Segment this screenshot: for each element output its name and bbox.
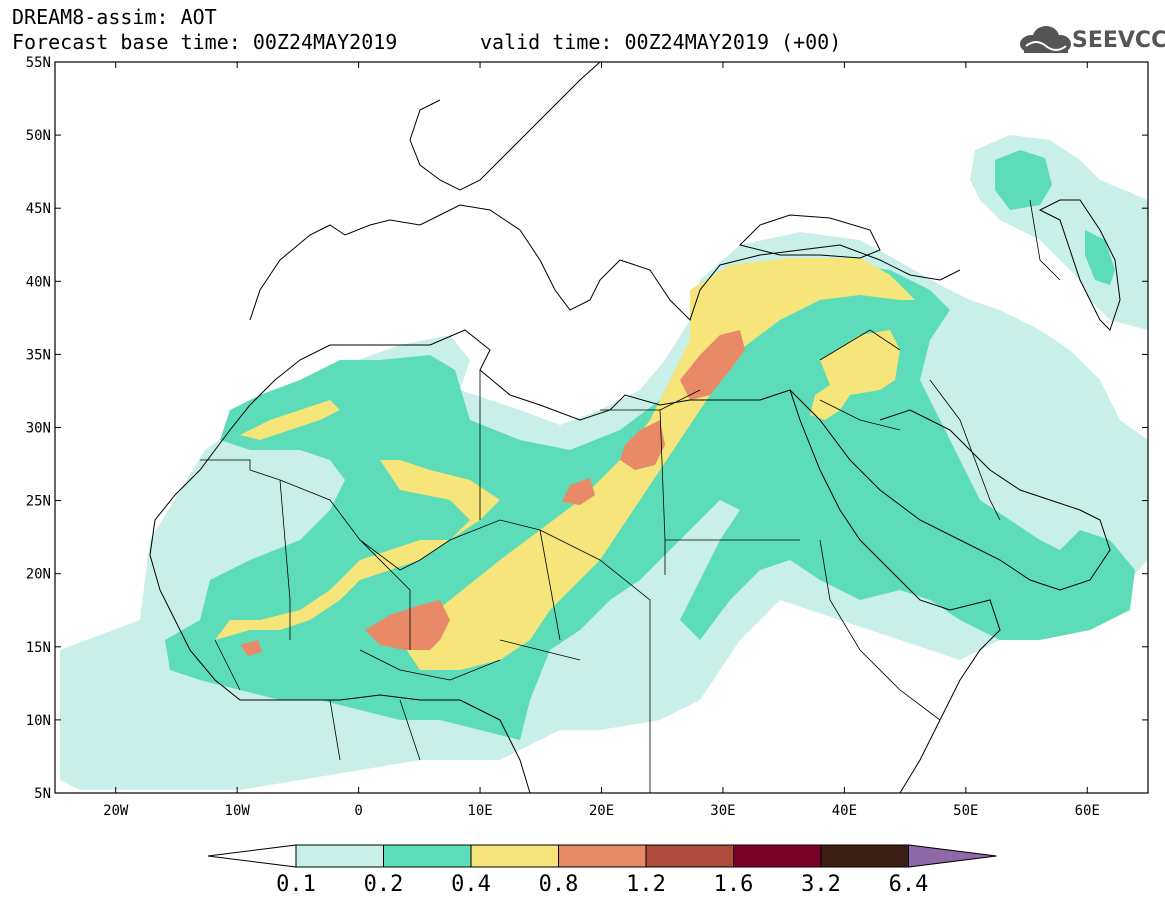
lat-label: 15N [26, 640, 51, 656]
lon-label: 20W [103, 803, 129, 819]
aot-band-0.8 [680, 330, 745, 400]
lat-label: 30N [26, 421, 51, 437]
colorbar-swatch [820, 844, 909, 868]
europe-coast [249, 62, 961, 321]
lon-label: 20E [589, 803, 614, 819]
lon-label: 30E [710, 803, 735, 819]
lat-label: 5N [34, 786, 51, 802]
aot-band-0.4 [215, 258, 915, 670]
logo-text: SEEVCCC [1072, 28, 1165, 53]
aot-band-0.2-ne [995, 150, 1052, 210]
lon-label: 0 [354, 803, 362, 819]
arabia-coast [789, 389, 1111, 591]
colorbar-label: 0.1 [276, 872, 316, 897]
forecast-base-time: Forecast base time: 00Z24MAY2019 [12, 30, 398, 54]
lat-label: 55N [26, 55, 51, 71]
colorbar-swatch [558, 844, 647, 868]
caspian-coast [1038, 199, 1121, 331]
lon-label: 10W [225, 803, 251, 819]
aot-band-0.2-ne2 [1085, 230, 1115, 285]
lat-label: 35N [26, 347, 51, 363]
lat-label: 50N [26, 128, 51, 144]
country-borders [200, 199, 1061, 793]
colorbar-label: 1.6 [714, 872, 754, 897]
lat-label: 45N [26, 201, 51, 217]
aot-field [60, 135, 1148, 790]
colorbar-label: 0.8 [539, 872, 579, 897]
colorbar-label: 3.2 [801, 872, 841, 897]
africa-coast [149, 329, 1001, 793]
colorbar-label: 0.2 [364, 872, 404, 897]
colorbar-label: 1.2 [626, 872, 666, 897]
lat-label: 25N [26, 494, 51, 510]
lon-label: 40E [832, 803, 857, 819]
colorbar-swatch [470, 844, 559, 868]
valid-time: valid time: 00Z24MAY2019 (+00) [480, 30, 842, 54]
coastlines [149, 62, 1121, 793]
borders [200, 199, 1061, 793]
black-sea-coast [739, 214, 881, 259]
colorbar-swatch [295, 844, 384, 868]
lon-label: 60E [1075, 803, 1100, 819]
colorbar-label: 0.4 [451, 872, 491, 897]
lat-label: 10N [26, 713, 51, 729]
aot-band-0.8-b [620, 420, 665, 470]
colorbar-swatch [383, 844, 472, 868]
lon-label: 50E [953, 803, 978, 819]
map-axes: 55N 50N 45N 40N 35N 30N 25N 20N 15N 10N 5N 20W 10W 0 1… [26, 55, 1148, 819]
colorbar-label: 6.4 [889, 872, 929, 897]
colorbar-swatch [733, 844, 822, 868]
lat-label: 20N [26, 567, 51, 583]
colorbar-high-triangle [908, 844, 997, 868]
cloud-logo-icon [1020, 26, 1071, 53]
lon-label: 10E [467, 803, 492, 819]
colorbar-swatch [645, 844, 734, 868]
aot-band-0.8-c [562, 478, 595, 505]
map-title: DREAM8-assim: AOT [12, 5, 217, 29]
colorbar-low-triangle [207, 844, 297, 868]
aot-band-0.4-ws [240, 400, 340, 440]
aot-band-0.8-e [240, 640, 262, 656]
aot-band-0.8-d [365, 600, 450, 650]
lat-label: 40N [26, 274, 51, 290]
